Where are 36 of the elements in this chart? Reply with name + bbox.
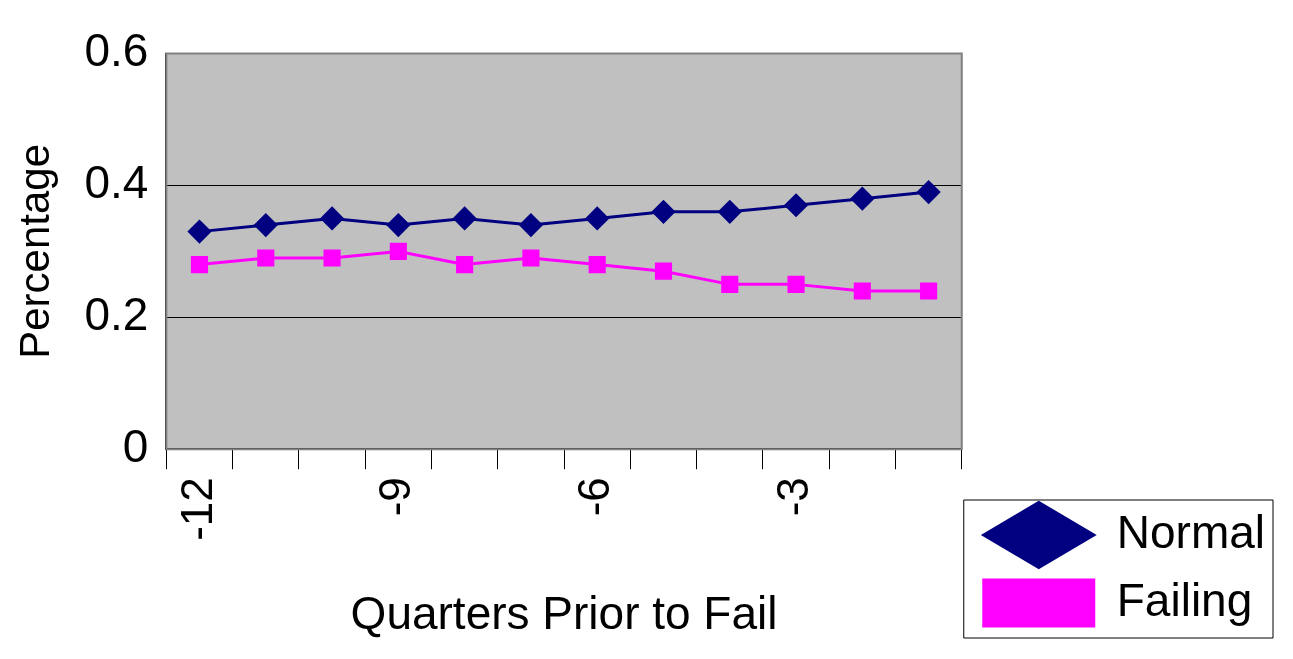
point — [718, 200, 742, 224]
point — [453, 206, 477, 230]
x-tick-label: -6 — [569, 477, 619, 517]
point — [850, 187, 874, 211]
point — [522, 249, 540, 267]
point — [721, 275, 739, 293]
point — [187, 220, 211, 244]
point — [190, 256, 209, 274]
point — [389, 242, 407, 260]
point — [456, 256, 474, 274]
point — [254, 213, 278, 237]
point — [257, 249, 275, 267]
point — [519, 213, 543, 237]
point — [920, 282, 938, 300]
legend-label: Normal — [1116, 505, 1266, 558]
y-tick-label: 0 — [122, 419, 149, 472]
point — [784, 193, 808, 217]
point — [651, 200, 675, 224]
y-tick-label: 0.6 — [84, 24, 149, 77]
x-tick-label: -3 — [768, 477, 818, 517]
legend-label: Failing — [1116, 573, 1253, 626]
point — [787, 275, 805, 293]
y-tick-label: 0.4 — [84, 156, 149, 209]
point — [654, 262, 673, 280]
x-tick-label: -12 — [171, 477, 221, 541]
x-axis-title: Quarters Prior to Fail — [350, 587, 778, 640]
point — [320, 206, 344, 230]
y-tick-label: 0.2 — [84, 288, 149, 341]
point — [853, 282, 871, 300]
x-tick-label: -9 — [370, 477, 420, 517]
point — [323, 249, 341, 267]
point — [588, 256, 606, 274]
point — [585, 206, 609, 230]
point — [917, 180, 941, 204]
point — [386, 213, 410, 237]
y-axis-title: Percentage — [10, 143, 58, 359]
